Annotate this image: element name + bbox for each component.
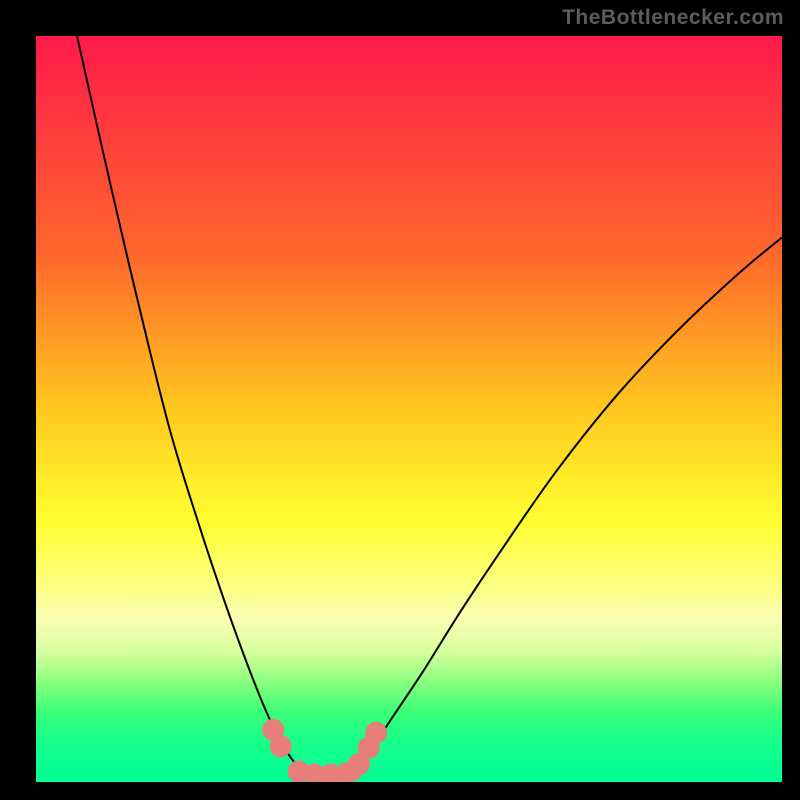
scatter-point (270, 735, 292, 757)
watermark-text: TheBottlenecker.com (562, 6, 784, 30)
chart-svg (36, 36, 782, 782)
scatter-point (365, 722, 387, 744)
chart-plot-area (36, 36, 782, 782)
